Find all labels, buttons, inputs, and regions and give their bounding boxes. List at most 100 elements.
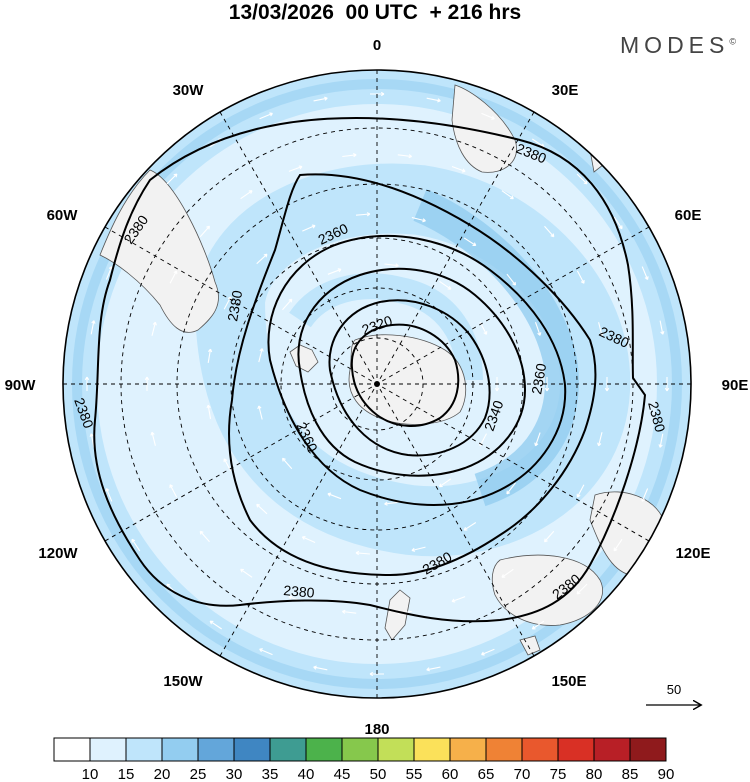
colorbar-tick-label: 90: [658, 766, 675, 782]
wind-vector: [199, 530, 210, 543]
longitude-labels: 0 30E 60E 90E 120E 150E 180 150W 120W 90…: [5, 37, 749, 738]
wind-vector: [166, 173, 178, 185]
wind-vector: [463, 522, 477, 531]
colorbar-tick-label: 65: [478, 766, 495, 782]
wind-vector: [641, 266, 649, 280]
colorbar-swatch: [197, 737, 235, 762]
wind-vector: [355, 212, 371, 217]
contour-label: 2380: [645, 400, 669, 434]
wind-vector: [613, 538, 623, 552]
wind-vector: [576, 173, 588, 185]
wind-shading-outer-core: [72, 79, 682, 689]
lon-label-150w: 150W: [163, 673, 203, 690]
lon-label-90e: 90E: [722, 377, 749, 394]
wind-vector: [534, 322, 542, 336]
wind-vector: [206, 404, 212, 419]
colorbar-swatch: [449, 737, 487, 762]
wind-vector: [576, 270, 585, 284]
wind-vector: [288, 165, 303, 172]
colorbar-tick-label: 30: [226, 766, 243, 782]
wind-vector: [89, 433, 95, 448]
wind-vector: [259, 648, 273, 656]
wind-vector: [207, 348, 213, 363]
colorbar-swatch: [89, 737, 127, 762]
contour-2340: [328, 299, 491, 457]
wind-vector: [105, 488, 113, 502]
colorbar-tick-label: 15: [118, 766, 135, 782]
copyright-mark: ©: [729, 36, 736, 47]
wind-vector: [313, 96, 328, 102]
contour-2360-inner: [297, 267, 527, 477]
colorbar: 10 15 20 25 30 35 40 45 50 55 60 65 70 75 80 85 90: [53, 737, 675, 782]
wind-vector: [169, 484, 178, 498]
colorbar-swatch: [629, 737, 667, 762]
lon-label-180: 180: [364, 721, 389, 738]
wind-vector: [641, 488, 649, 502]
lon-label-0: 0: [373, 37, 381, 54]
wind-vector: [151, 321, 157, 336]
wind-vector: [131, 538, 141, 552]
lon-label-30w: 30W: [173, 82, 205, 99]
wind-vector: [438, 478, 452, 488]
colorbar-tick-label: 50: [370, 766, 387, 782]
wind-vector: [131, 216, 141, 230]
colorbar-tick-label: 80: [586, 766, 603, 782]
wind-vector: [411, 546, 426, 552]
colorbar-tick-label: 20: [154, 766, 171, 782]
antarctic-peninsula: [289, 344, 319, 373]
wind-vector: [501, 568, 514, 578]
colorbar-tick-label: 25: [190, 766, 207, 782]
wind-vector: [302, 224, 316, 232]
land-masses: [99, 84, 667, 656]
colorbar-tick-label: 35: [262, 766, 279, 782]
wind-vector: [257, 405, 263, 420]
wind-shading-inner: [289, 273, 483, 381]
wind-vector: [426, 97, 441, 103]
wind-vector: [169, 270, 178, 284]
wind-vector: [327, 492, 342, 500]
wind-vector: [327, 268, 342, 275]
wind-vector: [576, 583, 588, 595]
colorbar-swatch: [485, 737, 523, 762]
wind-vector: [313, 665, 328, 671]
contour-2380-inner: [228, 173, 597, 577]
wind-vector: [281, 457, 293, 470]
wind-vector: [506, 482, 516, 495]
colorbar-swatch: [233, 737, 271, 762]
wind-vector: [150, 431, 156, 446]
contours: [93, 116, 647, 623]
antarctica: [348, 334, 467, 425]
wind-vector: [199, 225, 211, 238]
wind-vector: [342, 152, 357, 158]
colorbar-swatch: [557, 737, 595, 762]
wind-vector: [543, 530, 555, 543]
reference-vector-label: 50: [667, 682, 681, 697]
lon-label-60w: 60W: [47, 207, 79, 224]
wind-vector: [506, 273, 517, 286]
south-pole-marker: [374, 381, 380, 387]
colorbar-tick-label: 10: [82, 766, 99, 782]
colorbar-swatch: [305, 737, 343, 762]
wind-vector: [463, 237, 477, 247]
colorbar-tick-label: 60: [442, 766, 459, 782]
new-zealand: [384, 589, 411, 641]
contour-label: 2380: [224, 289, 245, 323]
lon-label-60e: 60E: [675, 207, 702, 224]
wind-vector: [384, 263, 399, 268]
contour-label: 2360: [528, 362, 549, 396]
wind-vector: [411, 216, 426, 223]
wind-vector: [481, 648, 495, 656]
wind-vector: [223, 458, 232, 472]
wind-vector: [282, 298, 293, 311]
map-border: [62, 69, 692, 699]
wind-vector: [384, 501, 399, 506]
wind-vector: [341, 609, 357, 614]
wind-vector: [531, 620, 545, 630]
brand-name: MODES: [620, 32, 730, 58]
lon-label-120e: 120E: [675, 545, 710, 562]
wind-vector: [256, 253, 268, 265]
contour-2380-outer: [93, 116, 647, 623]
wind-vector: [301, 535, 316, 544]
reference-vector: 50: [646, 682, 700, 705]
contour-label: 2380: [283, 582, 316, 601]
